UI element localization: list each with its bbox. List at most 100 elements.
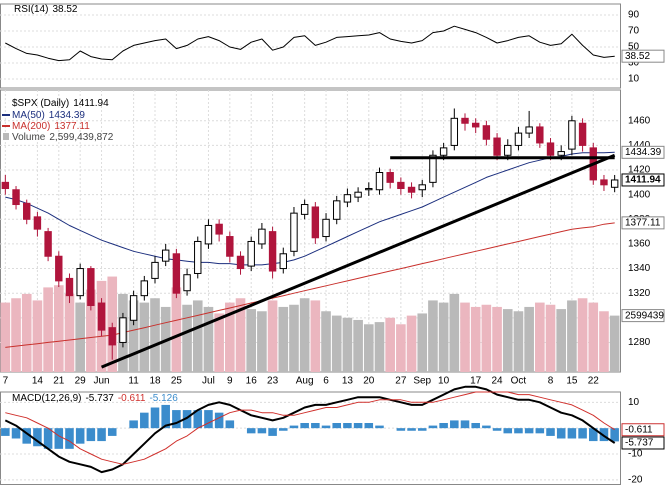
histogram-bar — [268, 428, 277, 436]
legend-text: 1411.94 — [73, 98, 109, 109]
candle-body — [610, 179, 619, 188]
legend-swatch — [3, 133, 9, 140]
histogram-bar — [193, 410, 203, 429]
volume-bar — [492, 306, 502, 372]
volume-bar — [481, 304, 492, 372]
histogram-bar — [524, 428, 534, 434]
moving-average — [5, 151, 615, 266]
histogram-bar — [460, 420, 470, 429]
candle-body — [397, 181, 405, 190]
value-box-label: -0.611 — [625, 424, 653, 435]
volume-bar — [567, 300, 577, 372]
volume-bar — [150, 298, 160, 372]
x-tick-label: 10 — [438, 376, 450, 387]
histogram-bar — [567, 428, 577, 439]
volume-bar — [545, 304, 556, 372]
legend-text: -0.611 — [118, 393, 146, 404]
histogram-bar — [492, 428, 502, 431]
x-tick-label: 6 — [323, 376, 329, 387]
histogram-bar — [546, 428, 555, 436]
legend-entry: MA(50) 1434.39 — [12, 110, 85, 121]
histogram-bar — [482, 425, 491, 429]
candle-body — [343, 194, 352, 203]
candle-body — [65, 277, 74, 297]
volume-bar — [449, 293, 460, 372]
volume-bar — [588, 302, 599, 372]
candle-body — [375, 172, 384, 191]
candle-body — [322, 218, 330, 238]
volume-bar — [0, 302, 11, 372]
value-box-label: 1411.94 — [625, 175, 661, 186]
volume-bar — [278, 306, 289, 372]
candle-body — [268, 231, 277, 272]
histogram-bar — [172, 410, 181, 429]
volume-bar — [353, 319, 363, 372]
moving-average — [5, 222, 615, 348]
value-box-label: -5.737 — [625, 438, 654, 449]
histogram-bar — [514, 428, 523, 434]
value-box — [621, 436, 665, 450]
legend-text: 2,599,439,872 — [49, 132, 113, 143]
y-tick-label: 1460 — [628, 115, 651, 126]
candle-body — [97, 302, 106, 331]
candle-body — [407, 186, 416, 193]
x-tick-label: 21 — [53, 376, 65, 387]
volume-bar — [257, 311, 267, 372]
volume-bar — [577, 298, 588, 372]
y-tick-label: 90 — [628, 10, 640, 21]
histogram-bar — [503, 428, 513, 434]
volume-bar — [396, 324, 406, 372]
value-box — [621, 145, 665, 159]
histogram-bar — [97, 428, 106, 442]
value-box-label: 1377.11 — [625, 218, 661, 229]
histogram-bar — [182, 410, 192, 429]
histogram-bar — [450, 420, 459, 429]
y-tick-label: 70 — [628, 26, 640, 37]
histogram-bar — [332, 423, 341, 429]
volume-bar — [374, 322, 385, 372]
volume-bar — [385, 317, 395, 372]
histogram-bar — [289, 425, 299, 429]
volume-bar — [438, 302, 449, 372]
x-tick-label: 15 — [566, 376, 578, 387]
candle-body — [204, 224, 213, 245]
histogram-bar — [610, 428, 619, 442]
candle-body — [439, 147, 448, 156]
volume-bar — [182, 304, 192, 372]
volume-bar — [470, 306, 481, 372]
legend-text: 38.52 — [52, 4, 77, 15]
histogram-bar — [75, 428, 85, 444]
histogram-bar — [107, 428, 117, 436]
candle-body — [471, 122, 480, 128]
candle-body — [76, 268, 84, 297]
histogram-bar — [33, 428, 42, 447]
candle-body — [525, 126, 533, 134]
volume-bar — [75, 302, 85, 372]
x-tick-label: 14 — [32, 376, 44, 387]
volume-bar — [289, 304, 299, 372]
histogram-bar — [225, 420, 235, 429]
candle-body — [44, 231, 52, 257]
histogram-bar — [86, 428, 96, 442]
histogram-bar — [353, 423, 363, 429]
legend-text: $SPX (Daily) — [12, 98, 69, 109]
histogram-bar — [428, 425, 438, 429]
histogram-bar — [140, 412, 149, 429]
volume-bar — [171, 287, 182, 372]
legend-text: 1377.11 — [54, 121, 90, 132]
x-tick-label: 13 — [342, 376, 354, 387]
legend-entry: MACD(12,26,9) -5.737 -0.611 -5.126 — [12, 393, 178, 404]
candle-body — [290, 212, 298, 252]
candle-body — [504, 144, 512, 156]
legend-text: RSI(14) — [14, 4, 48, 15]
y-tick-label: 1400 — [628, 189, 651, 200]
candle-body — [536, 126, 544, 144]
volume-bar — [331, 315, 342, 372]
volume-bar — [363, 324, 374, 372]
histogram-bar — [65, 428, 74, 449]
volume-bar — [609, 315, 620, 372]
volume-bar — [417, 313, 428, 372]
volume-bar — [246, 309, 257, 372]
histogram-bar — [589, 428, 598, 442]
